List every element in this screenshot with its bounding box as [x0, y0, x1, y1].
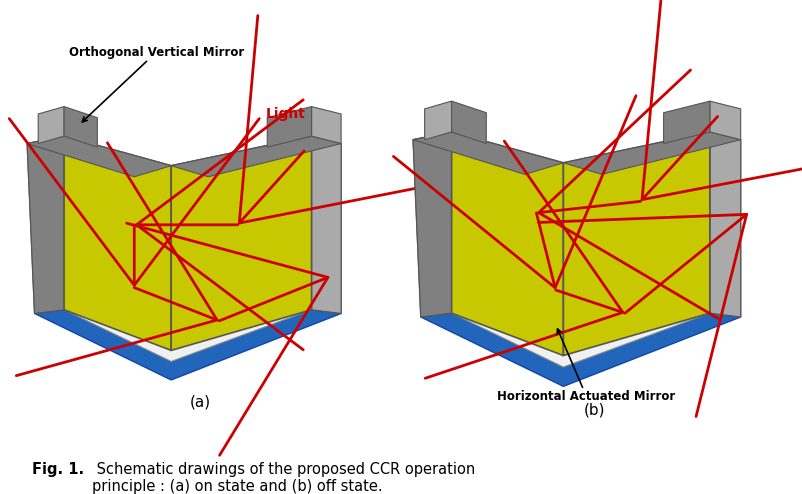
- Polygon shape: [27, 136, 171, 177]
- Polygon shape: [27, 136, 64, 314]
- Polygon shape: [64, 107, 97, 147]
- Polygon shape: [451, 132, 563, 356]
- Polygon shape: [64, 136, 171, 350]
- Text: Orthogonal Vertical Mirror: Orthogonal Vertical Mirror: [69, 45, 244, 122]
- Polygon shape: [97, 269, 282, 343]
- Polygon shape: [451, 101, 486, 144]
- Polygon shape: [34, 247, 341, 380]
- Polygon shape: [451, 255, 709, 367]
- Polygon shape: [83, 262, 293, 350]
- Polygon shape: [709, 132, 739, 317]
- Polygon shape: [311, 107, 341, 144]
- Polygon shape: [38, 107, 64, 144]
- Polygon shape: [412, 132, 451, 317]
- Polygon shape: [508, 261, 655, 346]
- Polygon shape: [412, 132, 451, 317]
- Polygon shape: [563, 132, 739, 174]
- Polygon shape: [311, 136, 341, 314]
- Polygon shape: [420, 247, 739, 386]
- Polygon shape: [486, 263, 678, 352]
- Polygon shape: [171, 136, 311, 350]
- Text: Light: Light: [265, 107, 306, 121]
- Text: Schematic drawings of the proposed CCR operation
principle : (a) on state and (b: Schematic drawings of the proposed CCR o…: [92, 462, 475, 494]
- Polygon shape: [528, 259, 636, 341]
- Polygon shape: [267, 107, 311, 147]
- Text: Fig. 1.: Fig. 1.: [32, 462, 84, 477]
- Polygon shape: [64, 254, 311, 362]
- Polygon shape: [311, 136, 341, 314]
- Polygon shape: [662, 101, 709, 144]
- Text: Horizontal Actuated Mirror: Horizontal Actuated Mirror: [496, 329, 674, 403]
- Polygon shape: [412, 132, 563, 174]
- Polygon shape: [470, 263, 690, 356]
- Polygon shape: [563, 132, 709, 356]
- Polygon shape: [171, 136, 341, 177]
- Polygon shape: [709, 132, 739, 317]
- Polygon shape: [424, 101, 451, 140]
- Polygon shape: [709, 101, 739, 140]
- Polygon shape: [27, 136, 64, 314]
- Text: (b): (b): [583, 402, 604, 417]
- Text: (a): (a): [190, 395, 211, 410]
